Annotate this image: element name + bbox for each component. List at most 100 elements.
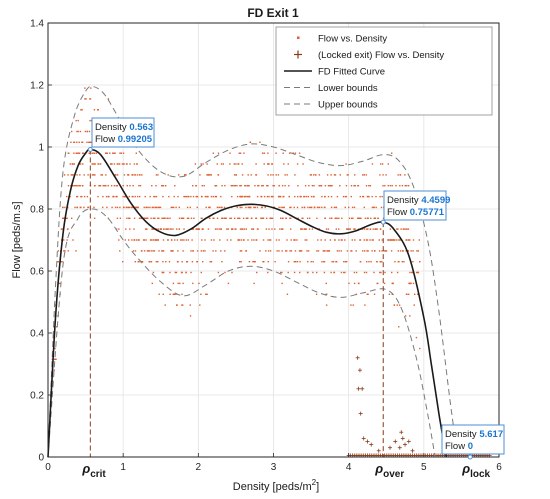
scatter-point	[268, 228, 270, 230]
scatter-point	[294, 152, 297, 154]
scatter-point	[351, 239, 353, 241]
scatter-point	[225, 217, 227, 219]
scatter-point	[289, 250, 291, 252]
scatter-point	[331, 261, 333, 263]
scatter-point	[366, 239, 369, 241]
scatter-point	[406, 228, 408, 230]
scatter-point	[93, 174, 95, 176]
scatter-point	[280, 217, 282, 219]
scatter-point	[120, 152, 122, 154]
scatter-point	[165, 228, 167, 230]
scatter-point	[336, 195, 339, 198]
scatter-point	[74, 185, 76, 187]
scatter-point	[145, 239, 147, 241]
scatter-point	[78, 141, 80, 143]
scatter-point	[229, 152, 231, 154]
scatter-point	[119, 217, 122, 219]
scatter-point	[71, 217, 73, 219]
scatter-point	[336, 261, 338, 263]
scatter-point	[151, 282, 153, 285]
scatter-point	[150, 217, 152, 219]
scatter-point	[371, 250, 373, 252]
scatter-point	[330, 206, 333, 209]
scatter-point	[262, 217, 265, 219]
scatter-point	[137, 195, 139, 198]
scatter-point	[269, 250, 272, 252]
scatter-point	[327, 185, 330, 187]
scatter-point	[267, 163, 269, 165]
scatter-point	[415, 271, 418, 274]
scatter-point	[134, 250, 137, 252]
scatter-point	[93, 185, 96, 187]
datatip-anchor	[467, 454, 473, 460]
scatter-point	[351, 206, 354, 209]
scatter-point	[163, 217, 165, 219]
scatter-point	[196, 250, 199, 252]
scatter-point	[281, 282, 283, 285]
scatter-point	[380, 163, 382, 165]
scatter-point	[258, 185, 260, 187]
scatter-point	[359, 239, 362, 241]
scatter-point	[63, 174, 66, 176]
scatter-point	[245, 217, 248, 219]
scatter-point	[267, 174, 269, 176]
scatter-point	[234, 185, 236, 187]
x-axis-label-sup: 2	[312, 478, 317, 487]
scatter-point	[207, 228, 210, 230]
scatter-point	[138, 239, 140, 241]
scatter-point	[161, 250, 163, 252]
x-tick-label: 5	[421, 462, 427, 473]
scatter-point	[326, 250, 328, 252]
scatter-point	[135, 152, 137, 154]
scatter-point	[388, 293, 391, 295]
scatter-point	[76, 174, 78, 176]
scatter-point	[362, 195, 365, 198]
scatter-point	[155, 261, 158, 263]
scatter-point	[213, 239, 215, 241]
scatter-point	[354, 174, 356, 176]
scatter-point	[241, 195, 243, 198]
scatter-point	[172, 293, 174, 295]
scatter-point	[60, 261, 62, 263]
scatter-point	[135, 206, 137, 209]
scatter-point	[177, 261, 179, 263]
scatter-point	[180, 239, 182, 241]
scatter-point	[91, 152, 93, 154]
scatter-point	[402, 228, 404, 230]
scatter-point	[407, 228, 410, 230]
scatter-point	[254, 185, 256, 187]
scatter-point	[366, 228, 368, 230]
x-tick-label: 0	[45, 462, 51, 473]
scatter-point	[260, 217, 262, 219]
scatter-point	[262, 185, 264, 187]
scatter-point	[71, 163, 73, 165]
scatter-point	[206, 163, 208, 165]
scatter-point	[95, 152, 98, 154]
scatter-point	[328, 250, 330, 252]
scatter-point	[329, 217, 331, 219]
scatter-point	[107, 98, 110, 100]
scatter-point	[176, 228, 178, 230]
scatter-point	[277, 195, 280, 198]
scatter-point	[371, 239, 373, 241]
scatter-point	[136, 239, 138, 241]
scatter-point	[300, 195, 302, 198]
scatter-point	[352, 217, 354, 219]
scatter-point	[157, 239, 159, 241]
scatter-point	[173, 206, 175, 209]
scatter-point	[263, 152, 266, 154]
scatter-point	[301, 250, 303, 252]
scatter-point	[82, 163, 84, 165]
scatter-point	[381, 239, 383, 241]
scatter-point	[129, 163, 131, 165]
scatter-point	[375, 206, 377, 209]
scatter-point	[414, 293, 416, 295]
y-tick-label: 0.4	[30, 329, 44, 340]
scatter-point	[195, 185, 197, 187]
scatter-point	[300, 228, 302, 230]
locked-point	[393, 439, 398, 444]
scatter-point	[133, 174, 135, 176]
scatter-point	[372, 239, 374, 241]
scatter-point	[85, 98, 87, 100]
scatter-point	[297, 185, 299, 187]
